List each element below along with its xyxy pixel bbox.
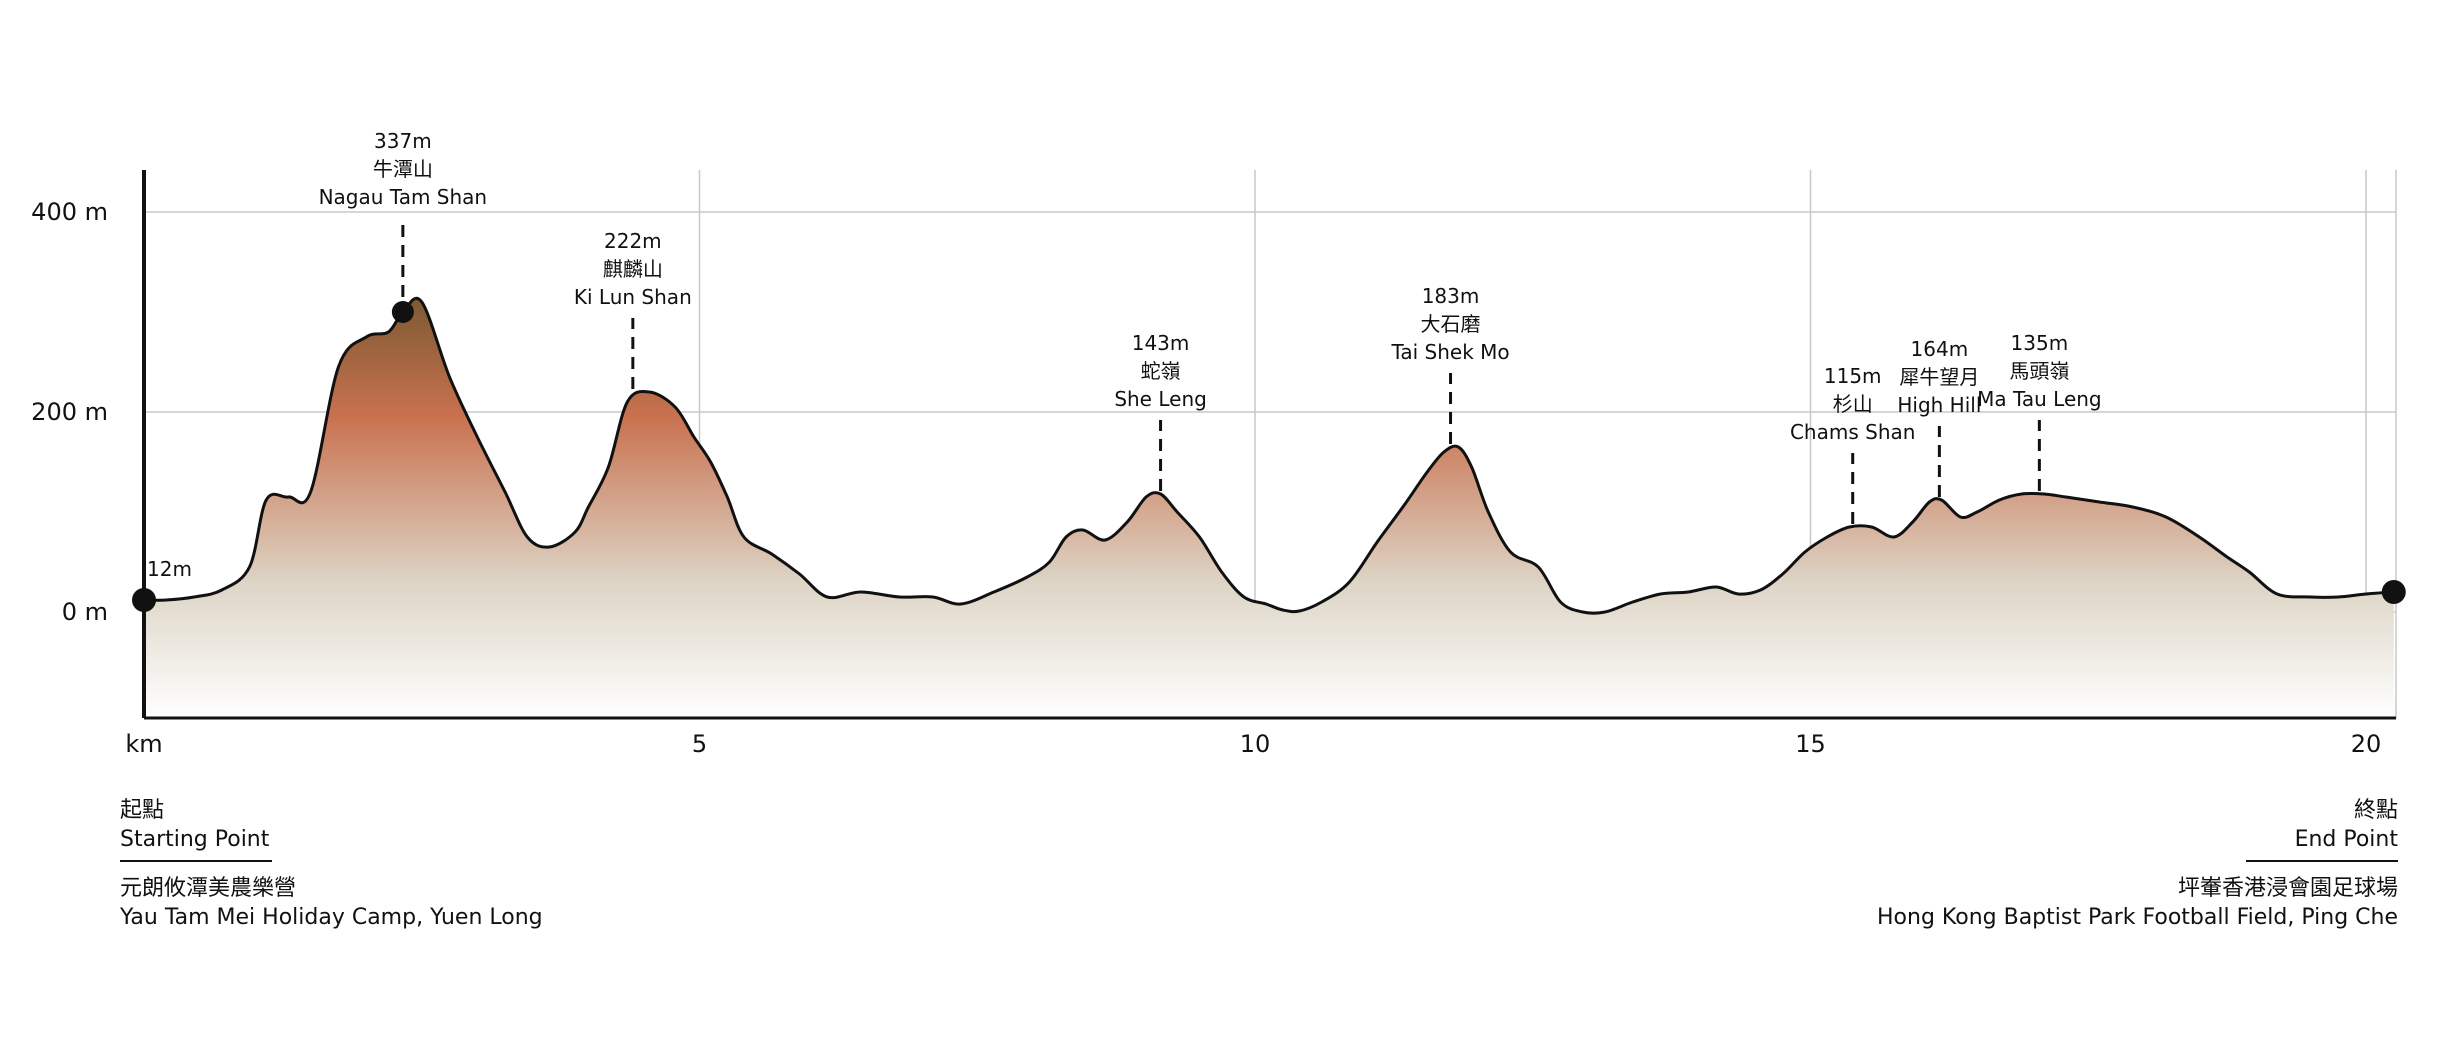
- peak-name-en: Ki Lun Shan: [574, 285, 692, 309]
- elevation-fill: [144, 298, 2394, 718]
- peak-height-label: 164m: [1911, 337, 1969, 361]
- peak-name-zh: 牛潭山: [373, 157, 433, 181]
- end-heading-en: End Point: [2294, 827, 2398, 852]
- start-place-en: Yau Tam Mei Holiday Camp, Yuen Long: [120, 905, 543, 930]
- peak-height-label: 143m: [1132, 331, 1190, 355]
- peak-name-en: She Leng: [1114, 387, 1207, 411]
- route-points: 12m: [132, 557, 2406, 612]
- peak-annotation: 222m 麒麟山 Ki Lun Shan: [574, 229, 692, 389]
- peak-height-label: 115m: [1824, 364, 1882, 388]
- tick-labels: 0 m 200 m 400 m km 5 10 15 20: [31, 198, 2381, 758]
- start-place-zh: 元朗攸潭美農樂營: [120, 876, 297, 901]
- peak-height-label: 337m: [374, 129, 432, 153]
- x-tick-label: 20: [2351, 730, 2382, 758]
- peak-name-en: High Hill: [1897, 393, 1981, 417]
- peak-name-zh: 犀牛望月: [1899, 365, 1979, 389]
- peak-name-en: Chams Shan: [1790, 420, 1915, 444]
- end-heading-zh: 終點: [2353, 798, 2398, 823]
- start-info: 起點 Starting Point 元朗攸潭美農樂營 Yau Tam Mei H…: [120, 796, 680, 932]
- peak-name-en: Ma Tau Leng: [1977, 387, 2102, 411]
- end-point-marker: [2381, 580, 2406, 604]
- peak-name-zh: 大石磨: [1421, 312, 1481, 336]
- start-point-marker: [132, 588, 156, 612]
- end-place-en: Hong Kong Baptist Park Football Field, P…: [1877, 905, 2398, 930]
- summit-marker: [391, 301, 414, 323]
- peak-annotations: 337m 牛潭山 Nagau Tam Shan 222m 麒麟山 Ki Lun Shan 1…: [319, 129, 2102, 524]
- peak-height-label: 135m: [2011, 331, 2069, 355]
- y-tick-label: 400 m: [31, 198, 108, 226]
- elevation-area: [143, 296, 2394, 718]
- peak-annotation: 135m 馬頭嶺 Ma Tau Leng: [1977, 331, 2102, 491]
- x-tick-label: km: [125, 730, 162, 758]
- peak-name-zh: 蛇嶺: [1141, 359, 1181, 383]
- start-divider: [120, 860, 272, 862]
- peak-name-en: Nagau Tam Shan: [319, 185, 488, 209]
- peak-name-en: Tai Shek Mo: [1390, 340, 1509, 364]
- end-place-zh: 坪輋香港浸會園足球場: [2177, 876, 2398, 901]
- peak-name-zh: 馬頭嶺: [2009, 359, 2069, 383]
- elevation-line: [143, 296, 2394, 615]
- axes: [142, 170, 2396, 720]
- peak-annotation: 115m 杉山 Chams Shan: [1790, 364, 1915, 524]
- start-heading-en: Starting Point: [120, 827, 270, 852]
- y-tick-label: 200 m: [31, 398, 108, 426]
- x-tick-label: 10: [1240, 730, 1271, 758]
- peak-annotation: 143m 蛇嶺 She Leng: [1114, 331, 1207, 491]
- y-tick-label: 0 m: [62, 598, 108, 626]
- start-elevation-label: 12m: [147, 557, 192, 581]
- peak-height-label: 222m: [604, 229, 662, 253]
- end-info: 終點 End Point 坪輋香港浸會園足球場 Hong Kong Baptis…: [1698, 796, 2398, 932]
- peak-height-label: 183m: [1422, 284, 1480, 308]
- peak-annotation: 337m 牛潭山 Nagau Tam Shan: [319, 129, 488, 323]
- end-divider: [2246, 860, 2398, 862]
- peak-annotation: 164m 犀牛望月 High Hill: [1897, 337, 1981, 497]
- peak-annotation: 183m 大石磨 Tai Shek Mo: [1390, 284, 1510, 444]
- peak-name-zh: 杉山: [1833, 392, 1873, 416]
- start-heading-zh: 起點: [120, 798, 165, 823]
- x-tick-label: 15: [1795, 730, 1826, 758]
- peak-name-zh: 麒麟山: [603, 257, 663, 281]
- x-tick-label: 5: [692, 730, 707, 758]
